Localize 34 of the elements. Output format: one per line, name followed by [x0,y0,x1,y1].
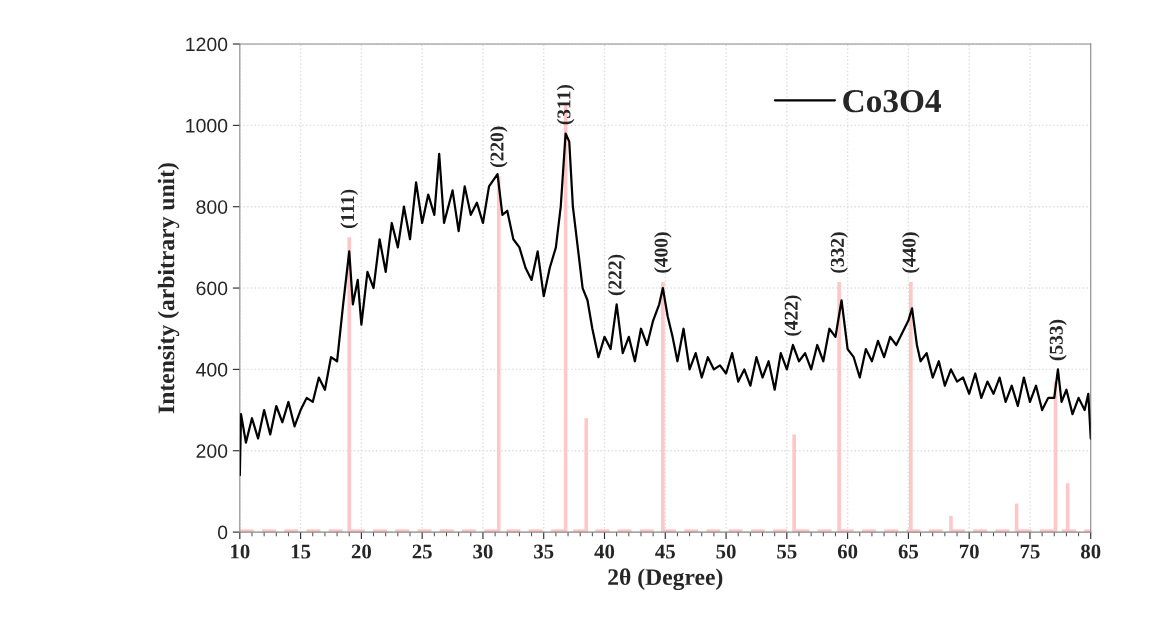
y-axis-title: Intensity (arbitrary unit) [157,163,180,414]
x-tick-label: 30 [473,544,493,559]
annotation: (111) [340,189,359,229]
y-tick-label: 400 [196,362,228,377]
x-tick-label: 70 [959,544,979,559]
x-tick-label: 55 [777,544,797,559]
y-tick-label: 1200 [186,37,228,52]
x-tick-label: 50 [716,544,736,559]
x-tick-label: 65 [898,544,919,559]
x-tick-label: 10 [231,544,250,559]
legend-label: Co3O4 [843,89,941,113]
x-tick-label: 35 [534,544,554,559]
annotation: (440) [902,232,920,273]
x-tick-label: 15 [291,544,311,559]
annotation: (533) [1049,319,1067,361]
x-tick-label: 25 [412,544,432,559]
annotation: (222) [607,254,626,296]
y-tick-label: 600 [196,281,228,296]
x-axis-title: 2θ (Degree) [608,568,723,591]
y-tick-label: 1000 [186,118,228,133]
y-tick-label: 200 [196,444,228,458]
x-tick-label: 75 [1020,544,1040,559]
x-tick-label: 20 [351,544,372,559]
y-tick-label: 0 [217,525,228,540]
x-tick-label: 60 [837,544,858,559]
annotation: (220) [489,126,508,168]
x-tick-label: 80 [1081,544,1101,559]
x-tick-label: 45 [655,544,675,559]
annotation: (400) [654,232,672,273]
annotation: (311) [556,84,575,125]
x-tick-label: 40 [594,544,615,559]
y-tick-label: 800 [196,200,228,214]
annotation: (332) [830,232,848,273]
annotation: (422) [784,295,802,336]
